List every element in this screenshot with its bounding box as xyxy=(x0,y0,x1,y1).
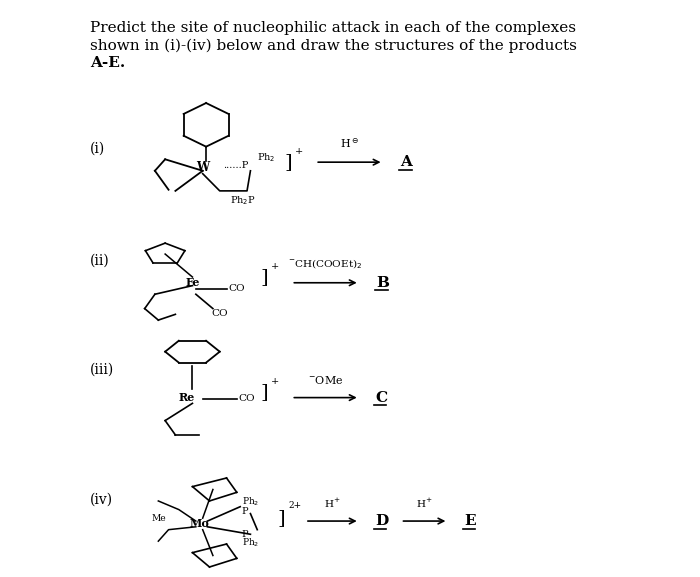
Text: +: + xyxy=(295,147,303,156)
Text: +: + xyxy=(271,262,279,271)
Text: ]: ] xyxy=(260,383,268,401)
Text: ]: ] xyxy=(260,268,268,286)
Text: shown in (i)-(iv) below and draw the structures of the products: shown in (i)-(iv) below and draw the str… xyxy=(90,39,577,53)
Text: $^{-}$CH(COOEt)$_2$: $^{-}$CH(COOEt)$_2$ xyxy=(288,258,363,271)
Text: D: D xyxy=(375,514,389,528)
Text: 2+: 2+ xyxy=(288,501,301,510)
Text: CO: CO xyxy=(238,394,255,403)
Text: CO: CO xyxy=(228,284,244,293)
Text: B: B xyxy=(377,276,390,290)
Text: ]: ] xyxy=(285,153,292,171)
Text: H$^{+}$: H$^{+}$ xyxy=(324,496,341,509)
Text: Predict the site of nucleophilic attack in each of the complexes: Predict the site of nucleophilic attack … xyxy=(90,21,576,36)
Text: Ph$_2$: Ph$_2$ xyxy=(258,151,276,164)
Text: (iii): (iii) xyxy=(90,363,114,377)
Text: +: + xyxy=(271,377,279,386)
Text: Ph$_2$: Ph$_2$ xyxy=(241,496,259,508)
Text: (i): (i) xyxy=(90,142,105,156)
Text: A: A xyxy=(400,155,412,169)
Text: H$^{+}$: H$^{+}$ xyxy=(416,496,433,509)
Text: Me: Me xyxy=(151,514,166,523)
Text: P: P xyxy=(241,530,248,539)
Text: C: C xyxy=(375,391,387,404)
Text: Ph$_2$P: Ph$_2$P xyxy=(230,194,256,207)
Text: Fe: Fe xyxy=(186,278,199,288)
Text: P: P xyxy=(241,507,248,516)
Text: (ii): (ii) xyxy=(90,254,110,268)
Text: W: W xyxy=(196,162,209,174)
Text: A-E.: A-E. xyxy=(90,56,125,70)
Text: Mo: Mo xyxy=(189,518,209,530)
Text: CO: CO xyxy=(211,309,228,318)
Text: (iv): (iv) xyxy=(90,492,113,507)
Text: E: E xyxy=(464,514,475,528)
Text: $^{-}$OMe: $^{-}$OMe xyxy=(308,374,343,386)
Text: Ph$_2$: Ph$_2$ xyxy=(241,536,259,549)
Text: ]: ] xyxy=(278,509,286,527)
Text: Re: Re xyxy=(179,392,195,403)
Text: ......P: ......P xyxy=(223,160,248,170)
Text: H$^\ominus$: H$^\ominus$ xyxy=(340,136,359,149)
